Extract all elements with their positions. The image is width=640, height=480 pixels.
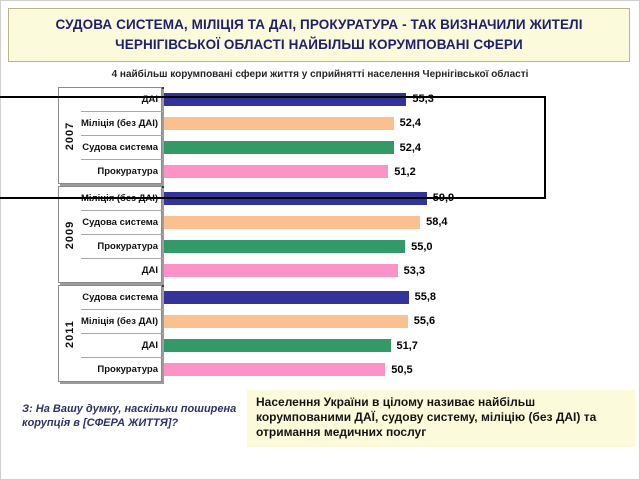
chart-group-2011: 2011 Судова система Міліція (без ДАІ) ДАІ Пр… [58, 285, 604, 382]
category-labels: Міліція (без ДАІ) Судова система Прокурату… [81, 187, 163, 282]
year-label: 2011 [64, 319, 76, 348]
chart-title: 4 найбільш корумповані сфери життя у спр… [111, 69, 529, 80]
bar [162, 339, 391, 353]
bar-row: 55,3 [162, 87, 604, 111]
bar [162, 264, 398, 278]
bar-value-label: 55,6 [413, 315, 436, 328]
bar [162, 215, 421, 229]
bar-value-label: 55,3 [412, 93, 434, 106]
category-label: Прокуратура [81, 235, 163, 259]
bar [162, 165, 389, 179]
bar-value-label: 58,4 [426, 216, 448, 229]
plot-area-2007: 55,3 52,4 52,4 51,2 [162, 87, 604, 184]
category-label: ДАІ [141, 265, 158, 276]
chart-group-2007: 2007 ДАІ Міліція (без ДАІ) Судова система Пр… [58, 87, 604, 184]
slide-title-box: СУДОВА СИСТЕМА, МІЛІЦІЯ ТА ДАІ, ПРОКУРАТ… [8, 8, 630, 62]
category-label: Міліція (без ДАІ) [81, 310, 163, 334]
bar [162, 240, 406, 254]
category-labels: Судова система Міліція (без ДАІ) ДАІ Прокур… [81, 286, 163, 381]
value-axis-line [162, 87, 164, 384]
category-label: Прокуратура [97, 166, 158, 177]
category-label: Міліція (без ДАІ) [81, 187, 163, 211]
plot-area-2009: 59,9 58,4 55,0 53,3 [162, 186, 604, 283]
bar-value-label: 53,3 [403, 264, 425, 277]
bar [162, 314, 408, 328]
category-label: Міліція (без ДАІ) [81, 112, 163, 136]
bar [162, 116, 394, 130]
bar-row: 52,4 [162, 111, 604, 135]
category-labels: ДАІ Міліція (без ДАІ) Судова система Прокур… [81, 88, 163, 183]
bar-row: 51,7 [162, 334, 604, 358]
bar-row: 51,2 [162, 160, 604, 184]
bar-value-label: 59,9 [432, 192, 455, 205]
survey-question-note: З: На Вашу думку, наскільки поширена кор… [22, 403, 237, 430]
bar-row: 55,6 [162, 309, 604, 333]
bar-value-label: 52,4 [399, 117, 422, 130]
bar-value-label: 51,7 [396, 339, 418, 352]
bar-value-label: 55,0 [411, 240, 433, 253]
category-label-box-2009: 2009 Міліція (без ДАІ) Судова система Проку… [58, 186, 163, 283]
category-label: ДАІ [81, 88, 163, 112]
category-label-box-2007: 2007 ДАІ Міліція (без ДАІ) Судова система Пр… [58, 87, 163, 184]
year-axis-cell: 2011 [59, 286, 81, 381]
bar [162, 92, 407, 106]
bar-row: 59,9 [162, 186, 604, 210]
bar-row: 50,5 [162, 358, 604, 382]
bar [162, 363, 386, 377]
year-axis-cell: 2007 [59, 88, 81, 183]
bar-row: 53,3 [162, 259, 604, 283]
bar-chart: 2007 ДАІ Міліція (без ДАІ) Судова система Пр… [58, 87, 604, 384]
bar [162, 290, 409, 304]
bar-row: 55,8 [162, 285, 604, 309]
bar-row: 58,4 [162, 210, 604, 234]
bar [162, 191, 427, 205]
bar [162, 141, 394, 155]
bar-value-label: 50,5 [391, 363, 413, 376]
category-label: ДАІ [81, 334, 163, 358]
country-comparison-note: Населення України в цілому називає найбі… [247, 390, 635, 448]
chart-group-2009: 2009 Міліція (без ДАІ) Судова система Проку… [58, 186, 604, 283]
bar-row: 55,0 [162, 235, 604, 259]
year-label: 2007 [64, 121, 77, 150]
plot-area-2011: 55,8 55,6 51,7 50,5 [162, 285, 604, 382]
year-label: 2009 [64, 220, 77, 249]
year-axis-cell: 2009 [59, 187, 81, 282]
slide-title-text: СУДОВА СИСТЕМА, МІЛІЦІЯ ТА ДАІ, ПРОКУРАТ… [55, 17, 583, 52]
bar-value-label: 52,4 [399, 141, 422, 154]
category-label: Судова система [81, 286, 163, 310]
bar-row: 52,4 [162, 136, 604, 160]
category-label: Судова система [81, 211, 163, 235]
bar-value-label: 51,2 [394, 165, 416, 178]
bar-value-label: 55,8 [414, 291, 437, 304]
category-label-box-2011: 2011 Судова система Міліція (без ДАІ) ДАІ Пр… [58, 285, 163, 382]
category-label: Прокуратура [97, 364, 158, 375]
category-label: Судова система [81, 136, 163, 160]
